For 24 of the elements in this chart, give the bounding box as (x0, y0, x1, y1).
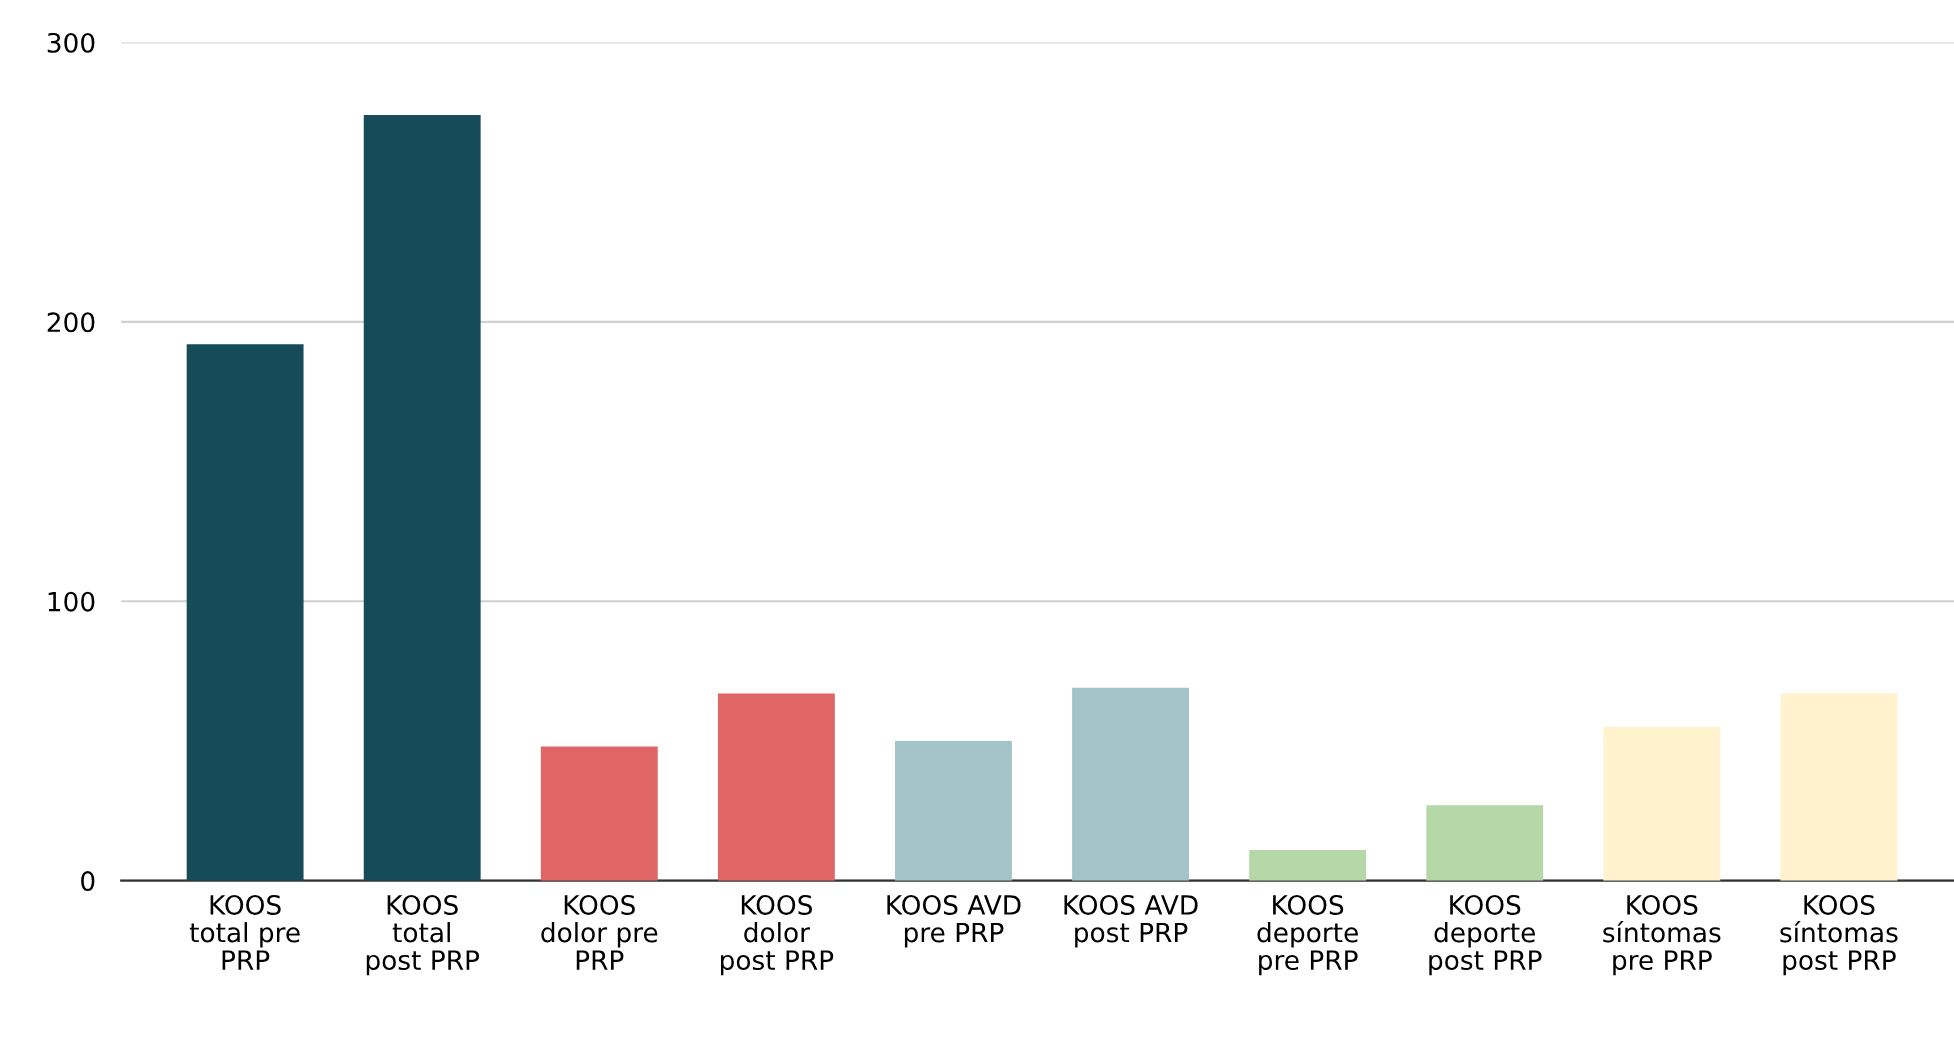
bar (363, 115, 481, 881)
x-tick-label: KOOS total post PRP (366, 894, 480, 976)
bar (1603, 726, 1721, 881)
bar (1426, 805, 1544, 881)
bar (1780, 693, 1898, 881)
x-tick-label: KOOS deporte pre PRP (1257, 894, 1358, 976)
x-tick-label: KOOS AVD pre PRP (887, 894, 1021, 948)
x-tick-label: KOOS total pre PRP (189, 894, 300, 970)
bar (1249, 849, 1367, 881)
x-tick-label: KOOS deporte post PRP (1429, 894, 1542, 976)
x-tick-label: KOOS dolor post PRP (721, 894, 834, 976)
bar (1072, 687, 1189, 881)
x-tick-label: KOOS síntomas post PRP (1780, 894, 1898, 976)
bar (540, 746, 658, 881)
bar (895, 740, 1012, 881)
x-tick-label: KOOS AVD post PRP (1064, 894, 1198, 948)
y-tick-label: 200 (47, 312, 95, 333)
bar (717, 693, 835, 881)
y-tick-label: 100 (48, 591, 95, 612)
y-tick-label: 0 (81, 871, 95, 892)
bar (186, 344, 304, 881)
y-tick-label: 300 (47, 32, 95, 53)
x-tick-label: KOOS síntomas pre PRP (1603, 894, 1721, 976)
x-tick-label: KOOS dolor pre PRP (541, 894, 658, 970)
